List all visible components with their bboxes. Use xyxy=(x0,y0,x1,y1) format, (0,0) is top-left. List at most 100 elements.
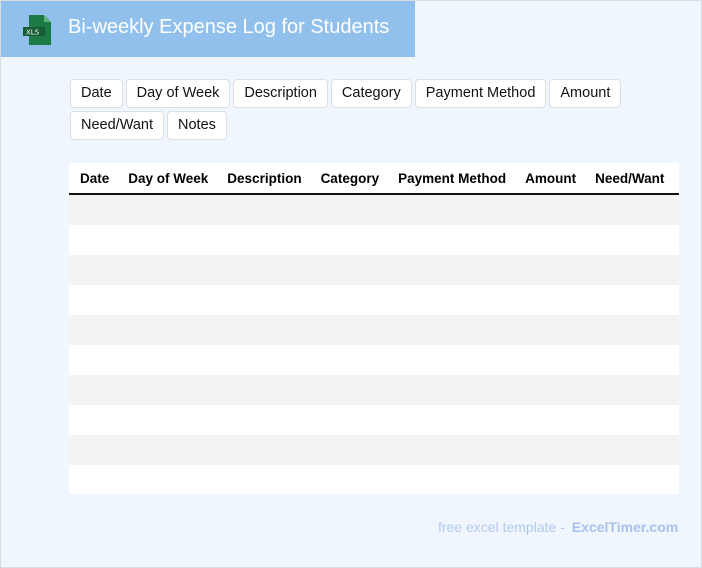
table-cell[interactable] xyxy=(514,315,585,345)
table-cell[interactable] xyxy=(584,465,673,494)
table-cell[interactable] xyxy=(309,225,388,255)
table-cell[interactable] xyxy=(216,405,310,435)
table-cell[interactable] xyxy=(69,315,118,345)
column-header[interactable]: Payment Method xyxy=(387,163,515,195)
column-chip[interactable]: Need/Want xyxy=(70,111,164,140)
table-cell[interactable] xyxy=(309,345,388,375)
table-cell[interactable] xyxy=(69,435,118,465)
table-cell[interactable] xyxy=(309,405,388,435)
table-cell[interactable] xyxy=(672,435,679,465)
table-cell[interactable] xyxy=(584,435,673,465)
column-header[interactable]: Category xyxy=(309,163,388,195)
table-cell[interactable] xyxy=(672,315,679,345)
table-cell[interactable] xyxy=(387,255,515,285)
table-cell[interactable] xyxy=(584,225,673,255)
table-cell[interactable] xyxy=(69,255,118,285)
table-cell[interactable] xyxy=(514,285,585,315)
table-cell[interactable] xyxy=(514,435,585,465)
table-cell[interactable] xyxy=(672,345,679,375)
column-header[interactable]: Day of Week xyxy=(117,163,217,195)
table-cell[interactable] xyxy=(216,435,310,465)
column-chip[interactable]: Category xyxy=(330,79,412,108)
table-cell[interactable] xyxy=(672,194,679,225)
table-cell[interactable] xyxy=(387,194,515,225)
table-cell[interactable] xyxy=(514,345,585,375)
table-cell[interactable] xyxy=(216,285,310,315)
table-cell[interactable] xyxy=(387,435,515,465)
table-cell[interactable] xyxy=(387,345,515,375)
table-cell[interactable] xyxy=(672,405,679,435)
table-cell[interactable] xyxy=(584,345,673,375)
table-cell[interactable] xyxy=(117,194,217,225)
table-cell[interactable] xyxy=(309,194,388,225)
table-cell[interactable] xyxy=(387,285,515,315)
table-cell[interactable] xyxy=(514,375,585,405)
table-cell[interactable] xyxy=(387,225,515,255)
xls-file-icon: XLS xyxy=(23,15,51,45)
table-cell[interactable] xyxy=(309,465,388,494)
table-cell[interactable] xyxy=(117,315,217,345)
table-cell[interactable] xyxy=(216,465,310,494)
table-cell[interactable] xyxy=(309,315,388,345)
table-cell[interactable] xyxy=(216,315,310,345)
table-cell[interactable] xyxy=(69,345,118,375)
table-cell[interactable] xyxy=(69,194,118,225)
table-cell[interactable] xyxy=(117,225,217,255)
table-cell[interactable] xyxy=(387,465,515,494)
table-cell[interactable] xyxy=(387,405,515,435)
column-chip[interactable]: Description xyxy=(233,79,328,108)
table-cell[interactable] xyxy=(309,285,388,315)
table-cell[interactable] xyxy=(69,405,118,435)
table-cell[interactable] xyxy=(117,405,217,435)
table-cell[interactable] xyxy=(584,315,673,345)
table-cell[interactable] xyxy=(514,405,585,435)
table-cell[interactable] xyxy=(117,255,217,285)
column-chip[interactable]: Notes xyxy=(167,111,227,140)
table-cell[interactable] xyxy=(672,225,679,255)
table-row xyxy=(69,465,679,494)
table-cell[interactable] xyxy=(514,194,585,225)
table-cell[interactable] xyxy=(672,255,679,285)
table-cell[interactable] xyxy=(216,375,310,405)
table-cell[interactable] xyxy=(309,435,388,465)
table-cell[interactable] xyxy=(672,465,679,494)
table-cell[interactable] xyxy=(672,285,679,315)
table-cell[interactable] xyxy=(117,345,217,375)
table-cell[interactable] xyxy=(309,375,388,405)
table-cell[interactable] xyxy=(584,375,673,405)
table-cell[interactable] xyxy=(514,255,585,285)
column-chip[interactable]: Payment Method xyxy=(414,79,547,108)
table-cell[interactable] xyxy=(584,285,673,315)
table-cell[interactable] xyxy=(514,465,585,494)
table-cell[interactable] xyxy=(387,375,515,405)
table-cell[interactable] xyxy=(69,465,118,494)
table-cell[interactable] xyxy=(514,225,585,255)
table-cell[interactable] xyxy=(117,375,217,405)
table-cell[interactable] xyxy=(584,405,673,435)
table-cell[interactable] xyxy=(216,255,310,285)
column-header[interactable]: Notes xyxy=(672,163,679,195)
table-cell[interactable] xyxy=(216,194,310,225)
table-cell[interactable] xyxy=(216,225,310,255)
column-chip[interactable]: Date xyxy=(70,79,123,108)
column-header[interactable]: Description xyxy=(216,163,310,195)
table-cell[interactable] xyxy=(216,345,310,375)
column-header[interactable]: Date xyxy=(69,163,118,195)
table-header-row: Date Day of Week Description Category Paymen… xyxy=(69,163,679,195)
table-cell[interactable] xyxy=(69,375,118,405)
table-cell[interactable] xyxy=(387,315,515,345)
column-chip[interactable]: Amount xyxy=(549,79,622,108)
table-cell[interactable] xyxy=(69,225,118,255)
column-header[interactable]: Amount xyxy=(514,163,585,195)
table-cell[interactable] xyxy=(672,375,679,405)
column-chip[interactable]: Day of Week xyxy=(125,79,231,108)
exceltimer-link[interactable]: ExcelTimer.com xyxy=(571,519,679,535)
table-cell[interactable] xyxy=(584,194,673,225)
table-cell[interactable] xyxy=(117,285,217,315)
table-cell[interactable] xyxy=(309,255,388,285)
table-cell[interactable] xyxy=(584,255,673,285)
table-cell[interactable] xyxy=(117,465,217,494)
column-header[interactable]: Need/Want xyxy=(584,163,673,195)
table-cell[interactable] xyxy=(117,435,217,465)
table-cell[interactable] xyxy=(69,285,118,315)
